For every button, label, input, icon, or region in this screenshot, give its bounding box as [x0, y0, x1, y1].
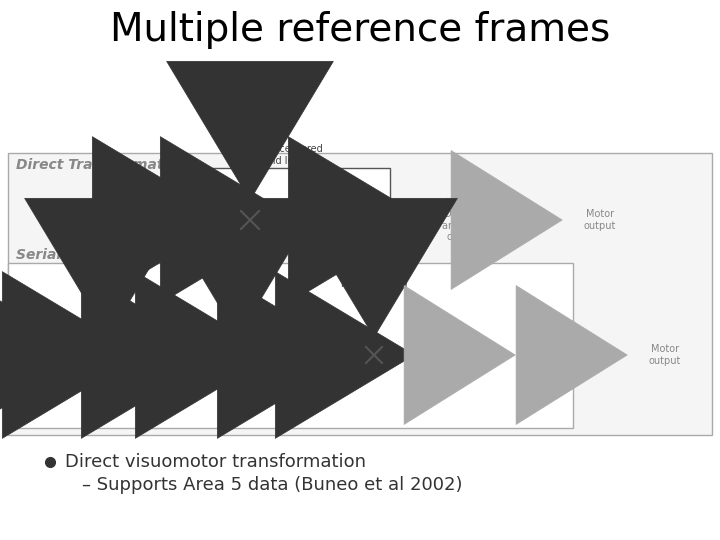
Text: +: + [222, 190, 233, 203]
Text: Hand-
centered
target
location: Hand- centered target location [308, 198, 351, 242]
Text: Eye-
centered
target
location: Eye- centered target location [23, 333, 67, 377]
Text: Head-on-body
position: Head-on-body position [204, 267, 272, 289]
Circle shape [361, 342, 387, 368]
Text: Motor
output: Motor output [649, 344, 681, 366]
Bar [8, 263, 573, 428]
Text: Serial Transformation: Serial Transformation [16, 248, 185, 262]
Text: Eye-centered
hand location: Eye-centered hand location [257, 144, 323, 166]
Bar [190, 168, 390, 250]
Circle shape [235, 205, 265, 235]
Text: Direct visuomotor transformation: Direct visuomotor transformation [65, 453, 366, 471]
Text: Eye-
centered
target
location: Eye- centered target location [126, 198, 170, 242]
Text: +: + [348, 327, 359, 340]
Circle shape [225, 342, 251, 368]
Text: Motor
output: Motor output [584, 209, 616, 231]
Text: Nonlinear
3D geometry
and muscle
dynamics: Nonlinear 3D geometry and muscle dynamic… [528, 333, 592, 377]
Text: – Supports Area 5 data (Buneo et al 2002): – Supports Area 5 data (Buneo et al 2002… [82, 476, 462, 494]
Circle shape [95, 342, 121, 368]
Text: Body-centered
hand position: Body-centered hand position [338, 267, 410, 289]
Text: Body-
centered
target
location: Body- centered target location [283, 333, 327, 377]
Text: Eye-in-head
position: Eye-in-head position [79, 267, 137, 289]
Text: Direct Transformation: Direct Transformation [16, 158, 188, 172]
Text: Nonlinear
3D geometry
and muscle
dynamics: Nonlinear 3D geometry and muscle dynamic… [438, 198, 502, 242]
Text: Hand-
centered
target
location: Hand- centered target location [423, 333, 467, 377]
Bar [8, 153, 712, 435]
Text: Multiple reference frames: Multiple reference frames [110, 11, 610, 49]
Text: Head-
centered
target
location: Head- centered target location [150, 333, 194, 377]
